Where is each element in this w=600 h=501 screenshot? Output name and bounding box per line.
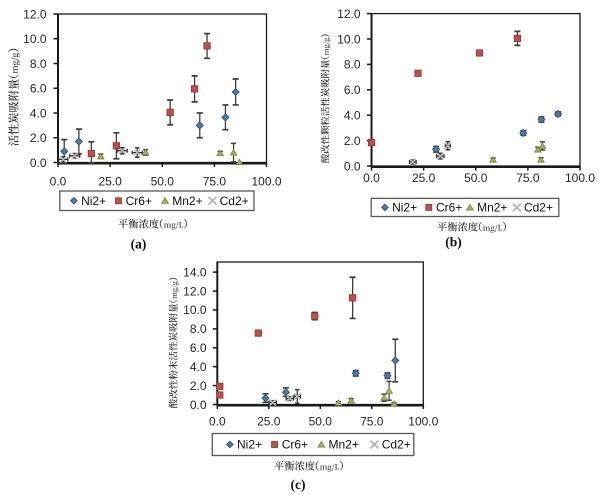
svg-text:0.0: 0.0 xyxy=(209,415,226,429)
svg-text:Cd2+: Cd2+ xyxy=(382,438,411,452)
svg-text:6.0: 6.0 xyxy=(344,83,361,97)
svg-text:25.0: 25.0 xyxy=(257,415,281,429)
svg-text:Mn2+: Mn2+ xyxy=(477,201,507,215)
svg-text:Ni2+: Ni2+ xyxy=(392,201,417,215)
svg-text:0.0: 0.0 xyxy=(190,398,207,412)
svg-text:2.0: 2.0 xyxy=(190,379,207,393)
svg-text:(c): (c) xyxy=(291,477,306,492)
svg-text:75.0: 75.0 xyxy=(516,171,540,185)
svg-text:Ni2+: Ni2+ xyxy=(237,438,262,452)
svg-text:2.0: 2.0 xyxy=(30,131,47,145)
svg-text:50.0: 50.0 xyxy=(309,415,333,429)
svg-text:14.0: 14.0 xyxy=(183,265,207,279)
svg-text:4.0: 4.0 xyxy=(30,106,47,120)
svg-text:Ni2+: Ni2+ xyxy=(81,194,106,208)
svg-text:Cr6+: Cr6+ xyxy=(126,194,152,208)
svg-text:Cd2+: Cd2+ xyxy=(220,194,249,208)
svg-text:0.0: 0.0 xyxy=(30,156,47,170)
svg-text:50.0: 50.0 xyxy=(464,171,488,185)
svg-text:Cr6+: Cr6+ xyxy=(436,201,462,215)
svg-text:Mn2+: Mn2+ xyxy=(172,194,202,208)
svg-text:25.0: 25.0 xyxy=(98,174,122,188)
svg-text:50.0: 50.0 xyxy=(151,174,175,188)
svg-text:10.0: 10.0 xyxy=(23,32,47,46)
svg-text:8.0: 8.0 xyxy=(344,58,361,72)
svg-text:0.0: 0.0 xyxy=(344,159,361,173)
svg-text:12.0: 12.0 xyxy=(23,7,47,21)
svg-text:Cd2+: Cd2+ xyxy=(524,201,553,215)
svg-text:6.0: 6.0 xyxy=(190,341,207,355)
svg-text:4.0: 4.0 xyxy=(190,360,207,374)
svg-text:(b): (b) xyxy=(445,235,462,250)
svg-text:4.0: 4.0 xyxy=(344,109,361,123)
svg-text:25.0: 25.0 xyxy=(412,171,436,185)
svg-text:2.0: 2.0 xyxy=(344,134,361,148)
svg-text:75.0: 75.0 xyxy=(360,415,384,429)
svg-text:8.0: 8.0 xyxy=(190,322,207,336)
svg-text:(a): (a) xyxy=(131,237,147,252)
svg-text:100.0: 100.0 xyxy=(251,174,281,188)
svg-text:Mn2+: Mn2+ xyxy=(329,438,359,452)
svg-text:8.0: 8.0 xyxy=(30,57,47,71)
svg-text:100.0: 100.0 xyxy=(565,171,595,185)
svg-text:100.0: 100.0 xyxy=(408,415,438,429)
svg-text:0.0: 0.0 xyxy=(50,174,67,188)
svg-text:12.0: 12.0 xyxy=(183,284,207,298)
svg-text:75.0: 75.0 xyxy=(203,174,227,188)
svg-text:6.0: 6.0 xyxy=(30,82,47,96)
svg-text:10.0: 10.0 xyxy=(337,32,361,46)
svg-text:10.0: 10.0 xyxy=(183,303,207,317)
svg-text:0.0: 0.0 xyxy=(363,171,380,185)
svg-text:12.0: 12.0 xyxy=(337,7,361,21)
svg-text:Cr6+: Cr6+ xyxy=(282,438,308,452)
